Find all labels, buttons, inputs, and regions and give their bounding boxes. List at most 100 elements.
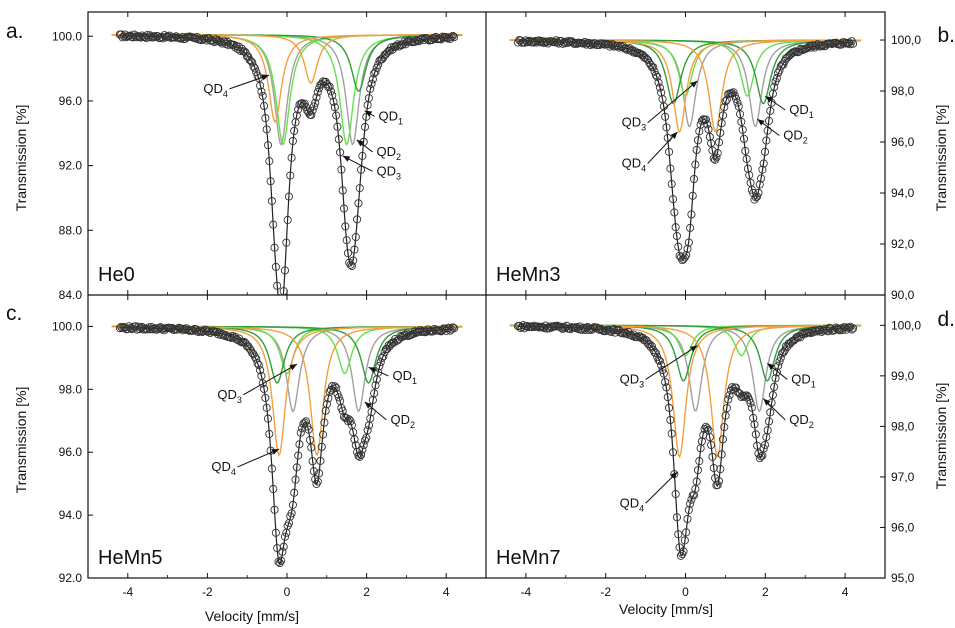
data-point — [697, 437, 706, 446]
data-point — [665, 147, 674, 156]
data-point — [313, 477, 322, 486]
annotation-QD3: QD3 — [217, 363, 298, 405]
data-point — [333, 122, 342, 131]
annotation-label: QD1 — [791, 371, 816, 389]
data-point — [360, 122, 370, 132]
data-point — [714, 477, 724, 486]
data-point — [668, 448, 678, 457]
data-point — [672, 231, 682, 241]
data-point — [371, 381, 380, 390]
data-point — [734, 102, 743, 111]
data-point — [764, 116, 774, 125]
data-point — [683, 244, 692, 253]
data-point — [448, 323, 457, 332]
data-point — [131, 32, 140, 41]
component-curve-QD4-1 — [509, 324, 862, 459]
data-point — [641, 53, 650, 62]
data-point — [763, 426, 772, 435]
annotation-label-subscript: 3 — [396, 171, 401, 181]
data-point — [753, 441, 762, 450]
data-point — [265, 157, 274, 166]
data-point — [201, 34, 210, 43]
data-point — [759, 159, 768, 168]
annotation-label: QD3 — [217, 387, 242, 405]
data-point — [755, 454, 764, 463]
annotation-label-subscript: 1 — [412, 376, 417, 386]
data-point — [616, 41, 625, 51]
data-point — [721, 97, 730, 106]
data-point — [367, 407, 376, 417]
data-point — [431, 32, 440, 42]
data-point — [782, 342, 791, 351]
data-point — [364, 94, 373, 103]
annotation-arrow-head — [342, 155, 351, 162]
data-point — [357, 165, 366, 174]
data-point — [241, 48, 250, 57]
data-point — [578, 325, 587, 334]
annotation-QD2: QD2 — [356, 139, 401, 162]
data-point — [693, 466, 703, 475]
data-point — [280, 532, 290, 541]
annotation-arrow-line — [645, 345, 698, 380]
data-point — [153, 324, 162, 334]
data-points — [115, 322, 459, 568]
data-point — [682, 250, 691, 260]
data-point — [646, 60, 655, 69]
data-point — [165, 31, 174, 40]
data-point — [695, 457, 704, 466]
data-point — [714, 138, 724, 147]
data-point — [762, 136, 771, 145]
data-point — [266, 177, 275, 186]
annotation-label-subscript: 3 — [237, 395, 242, 405]
data-point — [546, 322, 555, 331]
data-point — [419, 36, 429, 45]
x-tick-label: -2 — [600, 585, 611, 599]
data-point — [661, 112, 670, 121]
data-point — [354, 199, 363, 208]
data-point — [277, 556, 286, 565]
data-point — [760, 147, 770, 156]
panel-HeMn5: -4 -2 0 2 4100.098.096.094.092.0HeMn5c.QD3QD… — [6, 295, 487, 599]
data-point — [745, 171, 754, 180]
data-point — [718, 435, 728, 444]
data-point — [288, 136, 297, 146]
data-point — [283, 215, 292, 225]
data-point — [592, 323, 601, 332]
data-point — [269, 484, 278, 494]
data-point — [305, 435, 314, 445]
annotation-arrow-head — [271, 449, 280, 455]
data-point — [716, 465, 725, 474]
data-point — [774, 361, 783, 370]
data-point — [650, 67, 659, 76]
data-point — [145, 31, 155, 40]
y-axis-label-right-top: Transmission [%] — [933, 105, 949, 212]
data-point — [212, 37, 221, 46]
data-point — [326, 87, 335, 96]
annotation-QD3: QD3 — [622, 80, 698, 133]
data-point — [317, 442, 326, 451]
data-point — [332, 383, 341, 392]
data-point — [392, 337, 401, 346]
data-point — [446, 34, 455, 43]
fit-total-curve — [517, 40, 854, 260]
data-point — [278, 308, 285, 315]
data-point — [308, 106, 317, 115]
annotation-label-base: QD — [392, 368, 412, 383]
annotation-arrow-head — [767, 363, 775, 370]
y-axis-label-left-top: Transmission [%] — [13, 105, 29, 212]
y-tick-label: 98.0 — [59, 382, 83, 396]
data-point — [280, 266, 290, 275]
data-point — [249, 62, 258, 71]
annotation-arrow-head — [364, 110, 373, 117]
data-point — [321, 77, 330, 86]
data-point — [651, 71, 660, 80]
fit-total-curve — [119, 327, 455, 565]
annotation-label-subscript: 1 — [398, 116, 403, 126]
annotation-QD4: QD4 — [620, 471, 678, 513]
data-point — [596, 39, 605, 48]
annotation-label-base: QD — [379, 108, 399, 123]
data-point — [278, 547, 287, 556]
annotation-QD4: QD4 — [203, 74, 270, 99]
data-point — [760, 440, 770, 449]
data-point — [587, 39, 596, 48]
